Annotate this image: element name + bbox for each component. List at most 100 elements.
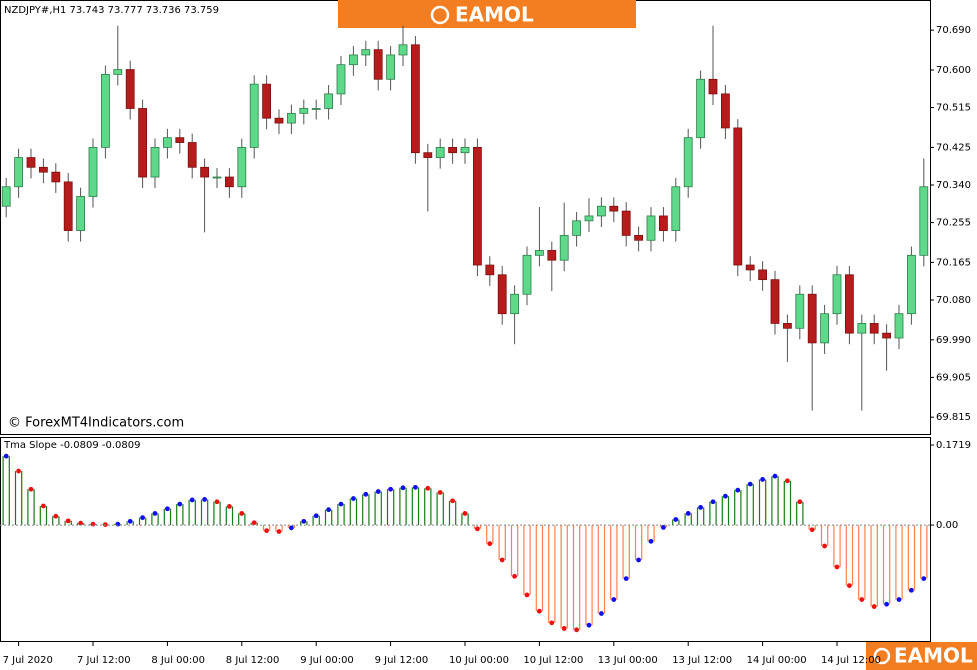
indicator-dot: [586, 622, 592, 628]
x-tick-label: 9 Jul 12:00: [375, 655, 429, 666]
candle-body: [274, 117, 284, 124]
candle-body: [410, 44, 420, 154]
indicator-dot: [623, 576, 629, 582]
candle-body: [299, 108, 309, 114]
indicator-dot: [896, 597, 902, 602]
candle-body: [646, 215, 656, 241]
indicator-dot: [65, 518, 71, 524]
candle-body: [138, 108, 148, 178]
indicator-dot: [214, 499, 220, 505]
y-tick-label: 0.1719: [936, 440, 971, 451]
x-tick-label: 14 Jul 00:00: [747, 655, 807, 666]
indicator-dot: [313, 513, 319, 519]
candle-body: [435, 146, 445, 158]
candle-body: [113, 69, 123, 75]
indicator-dot: [871, 604, 877, 609]
candle-body: [907, 254, 916, 315]
candle-body: [386, 54, 396, 80]
brand-text: EAMOL: [894, 644, 973, 668]
indicator-dot: [487, 541, 493, 547]
indicator-title: Tma Slope -0.0809 -0.0809: [3, 440, 140, 451]
indicator-dot: [351, 496, 356, 501]
x-tick-label: 8 Jul 12:00: [226, 655, 280, 666]
y-tick-label: 0.00: [936, 520, 958, 531]
indicator-dot: [16, 468, 21, 474]
candle-body: [1, 186, 11, 207]
indicator-dot: [437, 490, 443, 495]
candle-body: [63, 181, 73, 231]
indicator-dot: [661, 524, 666, 530]
candle-body: [621, 210, 631, 236]
indicator-dot: [413, 484, 418, 490]
indicator-dot: [760, 477, 765, 482]
indicator-dot: [524, 592, 530, 598]
indicator-dot: [338, 501, 344, 507]
indicator-dot: [747, 481, 753, 487]
indicator-dot: [822, 543, 827, 549]
indicator-dot: [561, 626, 567, 631]
watermark: © ForexMT4Indicators.com: [8, 416, 184, 431]
candle-body: [398, 44, 408, 56]
indicator-dot: [772, 473, 778, 479]
candle-body: [26, 157, 36, 168]
y-tick-label: 69.815: [936, 412, 971, 423]
indicator-dot: [276, 529, 282, 534]
candle-body: [237, 146, 247, 188]
indicator-dot: [685, 511, 691, 516]
indicator-dot: [425, 485, 431, 491]
indicator-dot: [537, 608, 542, 614]
candle-body: [919, 186, 929, 256]
indicator-dot: [152, 511, 158, 516]
indicator-dot: [28, 486, 34, 492]
candle-body: [472, 146, 482, 266]
candle-body: [783, 323, 792, 329]
candle-body: [485, 264, 495, 276]
candle-body: [659, 215, 668, 231]
candle-body: [448, 146, 458, 154]
candle-body: [745, 264, 755, 271]
candle-body: [671, 186, 681, 231]
x-tick-label: 8 Jul 00:00: [151, 655, 205, 666]
y-tick-label: 70.690: [936, 25, 971, 36]
candle-body: [286, 112, 296, 124]
candle-body: [845, 274, 854, 334]
candle-body: [795, 293, 805, 329]
indicator-dot: [251, 520, 257, 526]
candle-body: [683, 137, 693, 188]
candle-body: [423, 152, 433, 158]
candle-body: [559, 235, 569, 261]
x-tick-label: 13 Jul 12:00: [672, 655, 732, 666]
candle-body: [187, 142, 197, 168]
indicator-dot: [797, 499, 803, 505]
indicator-dot: [189, 497, 195, 503]
brand-banner: [338, 0, 636, 28]
candle-body: [88, 146, 98, 197]
candle-body: [634, 235, 643, 241]
candle-body: [175, 137, 185, 143]
indicator-dot: [462, 511, 468, 516]
indicator-dot: [165, 506, 170, 512]
candle-body: [770, 279, 780, 324]
candle-body: [348, 54, 358, 66]
candle-body: [200, 166, 210, 178]
x-tick-label: 10 Jul 12:00: [523, 655, 583, 666]
indicator-dot: [834, 564, 840, 570]
x-tick-label: 7 Jul 2020: [3, 655, 53, 666]
candle-body: [758, 269, 767, 281]
candle-body: [832, 274, 842, 315]
candle-body: [162, 137, 172, 148]
indicator-dot: [227, 504, 232, 509]
indicator-dot: [809, 527, 815, 533]
brand-icon: [873, 647, 891, 665]
y-tick-label: 70.080: [936, 295, 971, 306]
indicator-dot: [375, 489, 381, 494]
indicator-dot: [847, 583, 852, 588]
y-tick-label: 69.990: [936, 335, 971, 346]
indicator-dot: [909, 587, 914, 593]
x-tick-label: 9 Jul 00:00: [300, 655, 354, 666]
brand-text: EAMOL: [455, 3, 534, 27]
x-tick-label: 14 Jul 12:00: [821, 655, 881, 666]
candle-body: [497, 274, 507, 315]
indicator-dot: [884, 601, 889, 607]
